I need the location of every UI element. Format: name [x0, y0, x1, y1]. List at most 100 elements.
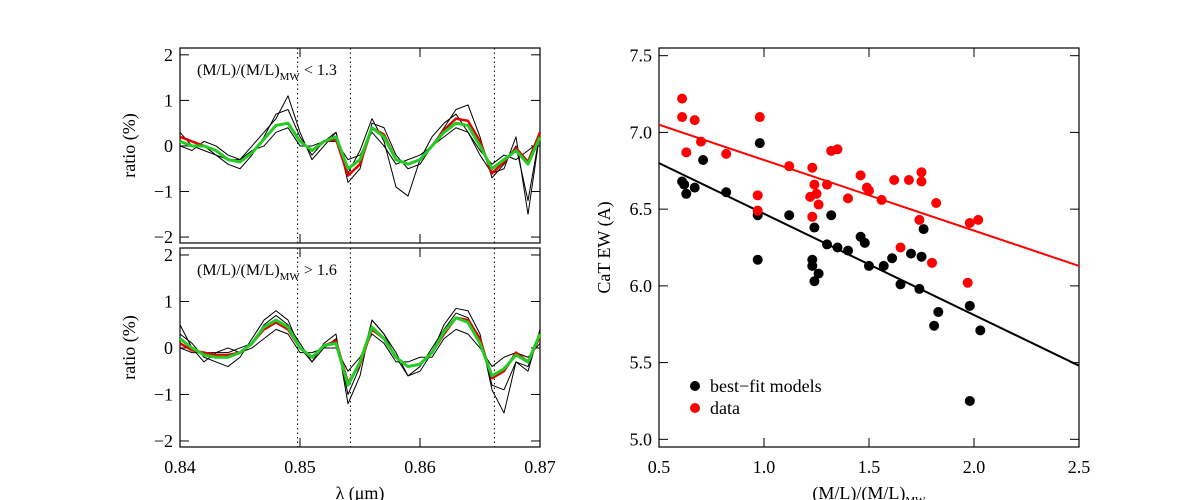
- spectrum-line: [179, 104, 541, 202]
- scatter-point: [864, 185, 874, 196]
- scatter-point: [916, 176, 927, 187]
- scatter-point: [811, 188, 822, 199]
- scatter-point: [859, 237, 870, 248]
- scatter-point: [855, 170, 866, 181]
- y-axis-label: CaT EW (A): [594, 201, 615, 293]
- scatter-point: [809, 179, 820, 190]
- scatter-point: [721, 148, 732, 159]
- x-axis-label: λ (μm): [336, 483, 385, 500]
- scatter-point: [679, 179, 690, 190]
- scatter-point: [878, 260, 889, 271]
- scatter-point: [933, 306, 944, 317]
- y-tick-label: 0: [164, 338, 173, 358]
- scatter-point: [696, 136, 706, 147]
- scatter-point: [689, 182, 700, 193]
- scatter-point: [895, 242, 906, 253]
- scatter-point: [906, 248, 916, 259]
- x-tick-label: 2.5: [1068, 457, 1091, 477]
- x-tick-label: 1.0: [753, 457, 776, 477]
- scatter-point: [752, 254, 763, 265]
- x-tick-label: 1.5: [858, 457, 881, 477]
- panel-annotation: (M/L)/(M/L)MW > 1.6: [197, 262, 337, 283]
- scatter-point: [822, 239, 832, 250]
- y-tick-label: −1: [154, 182, 173, 202]
- scatter-point: [916, 251, 927, 262]
- scatter-point: [807, 211, 818, 222]
- x-tick-label: 0.86: [404, 457, 436, 477]
- scatter-point: [962, 277, 973, 288]
- y-tick-label: 1: [164, 291, 173, 311]
- panel-annotation-suffix: < 1.3: [304, 62, 337, 79]
- y-tick-label: −2: [154, 431, 173, 451]
- legend-marker: [690, 403, 700, 413]
- scatter-point: [784, 161, 795, 172]
- y-tick-label: 7.0: [630, 122, 653, 142]
- scatter-point: [964, 300, 975, 311]
- scatter-point: [914, 214, 925, 225]
- legend-label: best−fit models: [710, 376, 822, 396]
- scatter-point: [698, 155, 709, 166]
- scatter-point: [975, 325, 986, 336]
- scatter-point: [826, 210, 837, 221]
- scatter-point: [864, 260, 874, 271]
- x-axis-label-main: (M/L)/(M/L): [812, 483, 905, 500]
- scatter-point: [918, 224, 929, 235]
- scatter-point: [832, 144, 843, 155]
- scatter-point: [784, 210, 795, 221]
- x-tick-label: 0.84: [164, 457, 196, 477]
- y-tick-label: 5.5: [630, 353, 653, 373]
- scatter-point: [809, 276, 820, 287]
- scatter-point: [807, 254, 818, 265]
- panel-annotation-sub: MW: [280, 271, 301, 283]
- legend-label: data: [710, 398, 740, 418]
- scatter-point: [889, 174, 900, 185]
- scatter-point: [973, 214, 984, 225]
- y-tick-label: 7.5: [630, 46, 653, 66]
- scatter-point: [754, 138, 765, 149]
- scatter-point: [681, 147, 692, 158]
- scatter-point: [813, 268, 824, 279]
- scatter-point: [807, 162, 818, 173]
- scatter-point: [809, 222, 820, 233]
- x-tick-label: 0.5: [648, 457, 671, 477]
- spectrum-line: [179, 307, 541, 414]
- legend-marker: [690, 381, 700, 391]
- scatter-point: [903, 174, 914, 185]
- x-tick-label: 0.87: [524, 457, 556, 477]
- y-tick-label: 5.0: [630, 429, 653, 449]
- scatter-point: [916, 167, 927, 178]
- y-tick-label: −2: [154, 227, 173, 247]
- scatter-point: [681, 188, 692, 199]
- scatter-point: [754, 112, 765, 123]
- scatter-point: [813, 199, 824, 210]
- panel-annotation-suffix: > 1.6: [304, 262, 337, 279]
- y-tick-label: 2: [164, 45, 173, 65]
- panel-annotation-main: (M/L)/(M/L): [197, 62, 280, 79]
- y-tick-label: −1: [154, 384, 173, 404]
- panel-annotation-sub: MW: [280, 71, 301, 83]
- scatter-point: [677, 93, 688, 104]
- y-tick-label: 6.5: [630, 199, 653, 219]
- y-tick-label: 1: [164, 90, 173, 110]
- x-axis-label-sub: MW: [905, 495, 926, 500]
- panel-annotation: (M/L)/(M/L)MW < 1.3: [197, 62, 337, 83]
- x-tick-label: 2.0: [963, 457, 986, 477]
- scatter-point: [895, 279, 906, 290]
- scatter-point: [752, 190, 763, 201]
- scatter-point: [927, 257, 937, 268]
- y-tick-label: 2: [164, 245, 173, 265]
- scatter-point: [832, 242, 843, 253]
- scatter-point: [964, 217, 975, 228]
- scatter-point: [677, 112, 688, 123]
- scatter-point: [721, 187, 732, 198]
- spectrum-line: [179, 121, 542, 171]
- scatter-point: [689, 115, 700, 126]
- scatter-point: [822, 179, 832, 190]
- scatter-point: [843, 245, 853, 256]
- spectrum-line: [179, 95, 541, 215]
- y-axis-label: ratio (%): [119, 113, 140, 177]
- y-tick-label: 0: [164, 136, 173, 156]
- scatter-point: [876, 194, 887, 205]
- scatter-point: [887, 253, 898, 264]
